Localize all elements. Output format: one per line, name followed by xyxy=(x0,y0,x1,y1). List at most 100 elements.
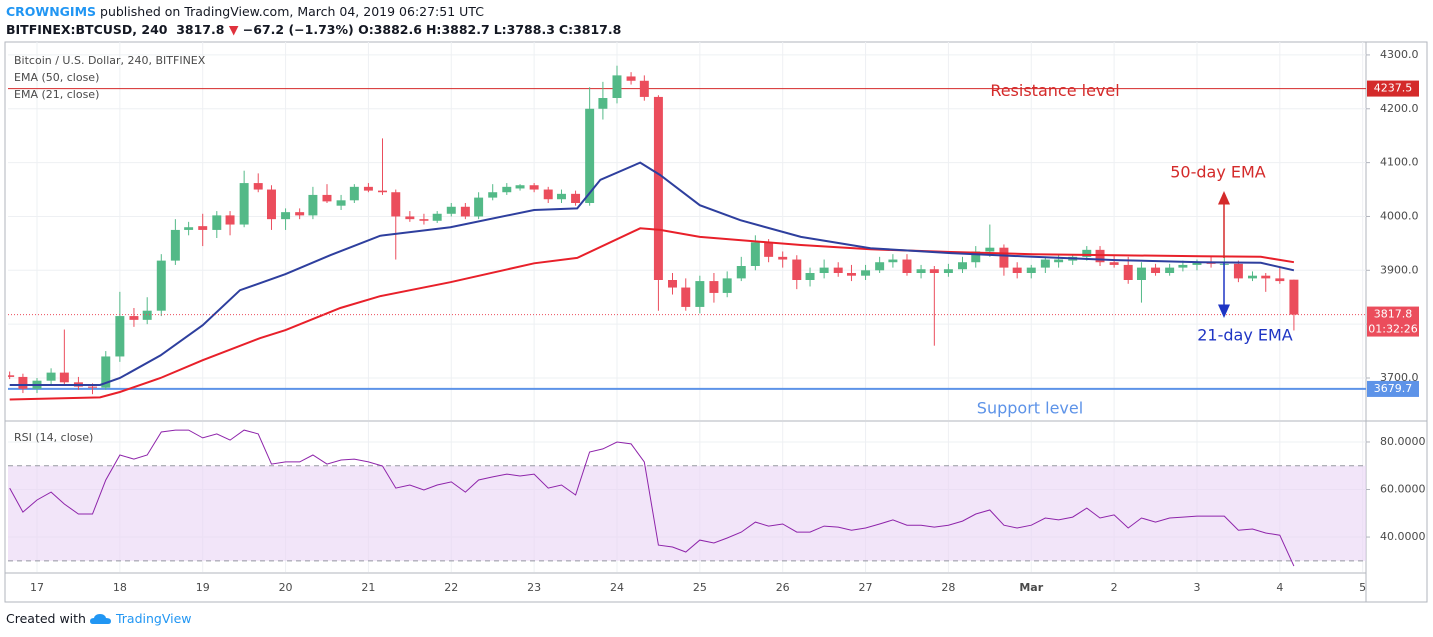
ohlc-label: O: xyxy=(358,22,374,37)
y-tick-label: 3700.0 xyxy=(1380,371,1419,384)
ohlc-label: C: xyxy=(558,22,574,37)
candle-body xyxy=(266,189,276,220)
x-tick-label: 23 xyxy=(527,581,541,594)
candle-body xyxy=(916,269,926,273)
candle-body xyxy=(349,186,359,201)
candle-body xyxy=(419,219,429,221)
candle-body xyxy=(253,183,263,190)
candle-body xyxy=(18,376,28,389)
candle-body xyxy=(695,281,705,307)
change: −67.2 (−1.73%) xyxy=(242,22,354,37)
candle-body xyxy=(709,281,719,293)
x-tick-label: 20 xyxy=(279,581,293,594)
candle-body xyxy=(474,197,484,217)
rsi-band xyxy=(8,465,1366,561)
candle-body xyxy=(1040,259,1050,268)
x-tick-label: 24 xyxy=(610,581,624,594)
candle-body xyxy=(502,186,512,193)
candle-body xyxy=(101,356,111,388)
price-badge xyxy=(1367,306,1419,337)
brand: TradingView xyxy=(115,611,192,626)
candle-body xyxy=(846,273,856,276)
x-tick-label: 22 xyxy=(444,581,458,594)
rsi-line xyxy=(9,429,1295,567)
y-tick-label: 3900.0 xyxy=(1380,263,1419,276)
author: CROWNGIMS xyxy=(6,4,97,19)
price-badge-label: 3817.8 xyxy=(1374,308,1413,321)
ohlc-value: 3788.3 xyxy=(506,22,555,37)
candle-body xyxy=(1026,267,1036,273)
candle-body xyxy=(405,216,415,220)
candle-body xyxy=(1178,264,1188,268)
candle-body xyxy=(971,251,981,263)
quote-line: BITFINEX:BTCUSD, 240 3817.8 ▼ −67.2 (−1.… xyxy=(6,21,625,39)
x-tick-label: 5 xyxy=(1359,581,1366,594)
candle-body xyxy=(529,185,539,190)
candle-body xyxy=(198,226,208,230)
candle-body xyxy=(598,98,608,109)
x-tick-label: 4 xyxy=(1276,581,1283,594)
candle-body xyxy=(1054,259,1064,263)
candle-body xyxy=(626,76,636,81)
ema-line xyxy=(9,161,1295,386)
candle-body xyxy=(1192,262,1202,265)
y-tick-label: 4300.0 xyxy=(1380,48,1419,61)
price-badge xyxy=(1367,380,1419,397)
candle-body xyxy=(1233,263,1243,279)
candle-body xyxy=(792,259,802,280)
candle-body xyxy=(888,259,898,263)
created-with: Created with xyxy=(6,611,86,626)
countdown: 01:32:26 xyxy=(1368,323,1417,336)
candle-body xyxy=(391,192,401,217)
candle-body xyxy=(446,206,456,214)
candle-body xyxy=(295,212,305,216)
y-tick-label: 40.0000 xyxy=(1380,530,1426,543)
x-tick-label: 2 xyxy=(1111,581,1118,594)
candle-body xyxy=(722,278,732,293)
level-label: Support level xyxy=(977,398,1083,417)
candle-body xyxy=(322,194,332,202)
candle-body xyxy=(1151,267,1161,273)
y-tick-label: 4200.0 xyxy=(1380,102,1419,115)
rsi xyxy=(9,429,1295,567)
y-tick-label: 4100.0 xyxy=(1380,156,1419,169)
ohlc-label: H: xyxy=(425,22,442,37)
candles xyxy=(8,65,1299,401)
x-tick-label: 19 xyxy=(196,581,210,594)
price-badge-label: 4237.5 xyxy=(1374,82,1413,95)
x-tick-label: 27 xyxy=(859,581,873,594)
ohlc-value: 3882.6 xyxy=(373,22,422,37)
level-label: Resistance level xyxy=(990,81,1119,100)
annotation: 50-day EMA xyxy=(1170,163,1266,182)
price-badge xyxy=(1367,80,1419,97)
candle-body xyxy=(129,316,139,320)
candle-body xyxy=(571,193,581,203)
footer: Created with TradingView xyxy=(6,611,192,626)
candle-body xyxy=(1095,249,1105,263)
candle-body xyxy=(1123,264,1133,280)
candle-body xyxy=(750,242,760,266)
frame xyxy=(4,41,1428,603)
logo xyxy=(89,613,111,624)
candle-body xyxy=(1082,249,1092,257)
y-tick-label: 80.0000 xyxy=(1380,435,1426,448)
x-tick-label: 25 xyxy=(693,581,707,594)
header: CROWNGIMS published on TradingView.com, … xyxy=(6,3,625,39)
candle-body xyxy=(1289,279,1299,315)
candle-body xyxy=(929,269,939,273)
candle-body xyxy=(488,192,498,198)
x-tick-label: 21 xyxy=(361,581,375,594)
candle-body xyxy=(585,108,595,203)
candle-body xyxy=(1261,275,1271,279)
ohlc: O:3882.6 H:3882.7 L:3788.3 C:3817.8 xyxy=(358,22,625,37)
candle-body xyxy=(1109,262,1119,265)
ohlc-label: L: xyxy=(493,22,507,37)
candle-body xyxy=(778,256,788,260)
y-tick-label: 60.0000 xyxy=(1380,483,1426,496)
candle-body xyxy=(805,273,815,280)
candle-body xyxy=(1136,267,1146,280)
candle-body xyxy=(308,194,318,216)
price: 3817.8 xyxy=(176,22,225,37)
legend-entry: EMA (21, close) xyxy=(14,88,99,101)
